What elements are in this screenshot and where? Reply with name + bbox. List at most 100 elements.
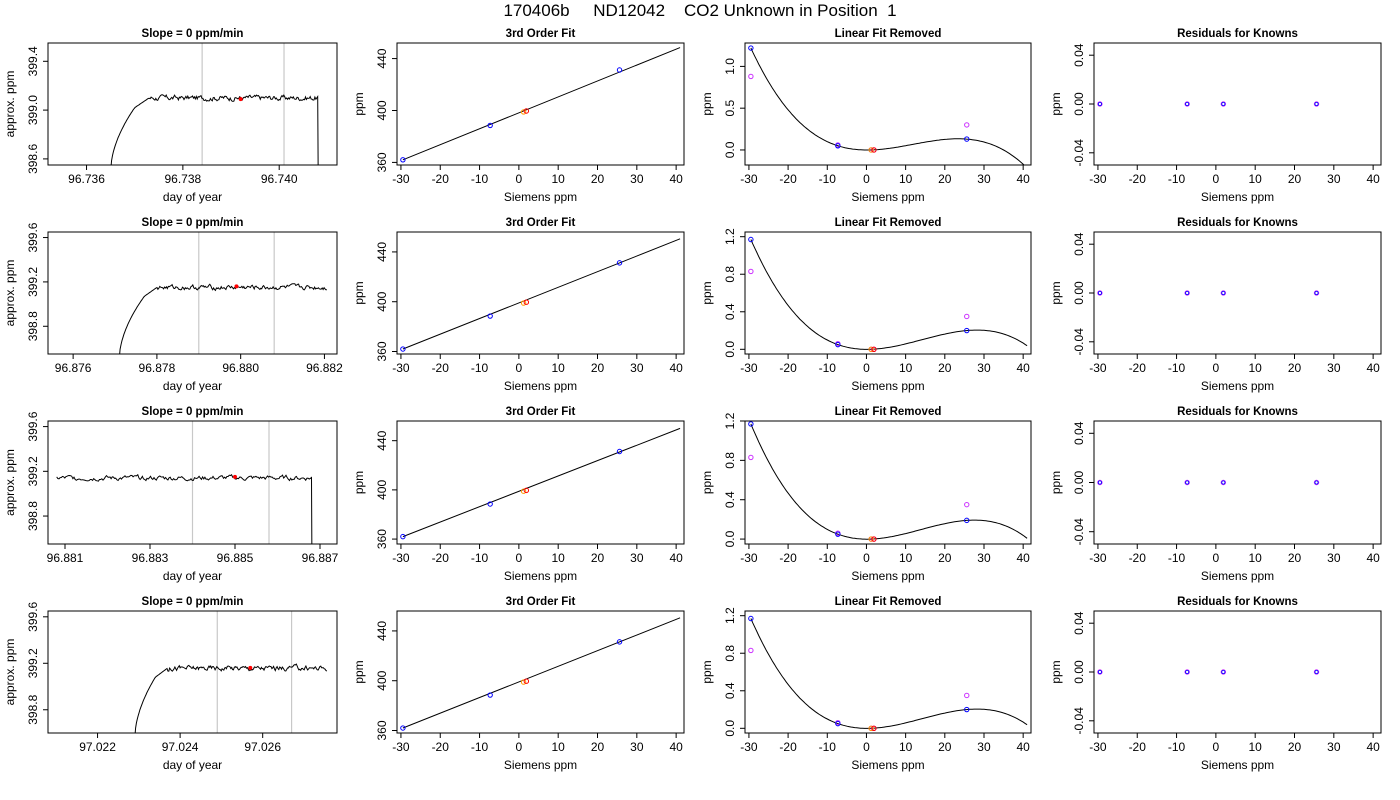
residual-magenta — [1097, 290, 1103, 296]
y-tick-label: 399.4 — [26, 46, 40, 76]
x-tick-label: 20 — [1288, 361, 1302, 375]
plot-frame — [396, 42, 685, 166]
magenta-point — [964, 122, 970, 128]
y-tick-label: 0.4 — [723, 303, 737, 320]
residual-point — [1097, 102, 1102, 107]
plot-frame — [1093, 420, 1382, 545]
x-tick-label: 30 — [630, 740, 644, 754]
residual-magenta — [1184, 479, 1190, 486]
data-point — [748, 45, 754, 51]
data-point — [520, 679, 527, 685]
data-point — [964, 136, 970, 142]
y-tick-label: 0.04 — [1072, 421, 1086, 445]
plot-area — [1097, 669, 1320, 675]
x-tick-label: 96.880 — [222, 361, 259, 375]
x-tick-label: -10 — [819, 551, 837, 565]
data-point — [748, 421, 754, 427]
data-point — [520, 300, 527, 306]
x-tick-label: 96.881 — [47, 551, 84, 565]
fit-curve — [750, 423, 1028, 540]
data-point — [487, 692, 493, 698]
x-tick-label: -10 — [1168, 172, 1186, 186]
panel-3-3: Linear Fit Removed Siemens ppm ppm -30 -20 -1… — [700, 406, 1032, 583]
y-axis-label: ppm — [352, 471, 366, 494]
y-tick-label: 440 — [375, 621, 389, 641]
x-axis-label: Siemens ppm — [504, 758, 577, 772]
y-tick-label: 400 — [375, 480, 389, 500]
y-axis-label: approx. ppm — [3, 449, 17, 516]
y-tick-label: 0.0 — [723, 341, 737, 358]
x-tick-label: 10 — [899, 740, 913, 754]
series-line — [119, 283, 327, 354]
panel-title: Residuals for Knowns — [1177, 217, 1298, 229]
panel-title: Residuals for Knowns — [1177, 406, 1298, 418]
x-tick-label: -10 — [1168, 361, 1186, 375]
x-tick-label: 0 — [863, 740, 870, 754]
panel-title: Slope = 0 ppm/min — [142, 406, 244, 418]
panel-2-4: Residuals for Knowns Siemens ppm ppm -30 -20… — [1049, 217, 1382, 393]
data-point — [868, 346, 874, 353]
x-axis-label: day of year — [163, 758, 222, 772]
x-tick-label: 10 — [1249, 551, 1263, 565]
data-point — [523, 108, 530, 114]
x-tick-label: 40 — [669, 740, 683, 754]
x-tick-label: 40 — [669, 172, 683, 186]
x-tick-label: 30 — [977, 551, 991, 565]
residual-point — [1097, 670, 1102, 675]
plot-area — [400, 617, 681, 731]
panel-4-4: Residuals for Knowns Siemens ppm ppm -30 -20… — [1049, 596, 1382, 772]
series-line — [56, 473, 313, 544]
x-tick-label: -10 — [819, 740, 837, 754]
x-tick-label: 0 — [863, 361, 870, 375]
residual-magenta — [1313, 479, 1320, 486]
x-tick-label: 40 — [1366, 551, 1380, 565]
x-tick-label: -10 — [471, 172, 489, 186]
x-tick-label: 30 — [977, 361, 991, 375]
x-tick-label: -20 — [1129, 551, 1147, 565]
x-tick-label: -20 — [1129, 361, 1147, 375]
x-axis-label: Siemens ppm — [1201, 569, 1274, 583]
x-tick-label: -20 — [432, 361, 450, 375]
sample-point — [234, 284, 239, 289]
x-tick-label: 96.878 — [139, 361, 176, 375]
panel-title: Linear Fit Removed — [835, 28, 942, 40]
y-tick-label: 360 — [375, 529, 389, 549]
fit-line — [402, 238, 681, 350]
y-axis-label: ppm — [700, 471, 714, 494]
sample-point — [238, 97, 243, 102]
x-tick-label: 20 — [591, 172, 605, 186]
y-axis-label: ppm — [1049, 281, 1063, 304]
x-tick-label: -20 — [432, 551, 450, 565]
x-tick-label: -10 — [471, 361, 489, 375]
data-point — [871, 147, 877, 153]
x-tick-label: 97.022 — [79, 740, 116, 754]
residual-point — [1185, 290, 1190, 295]
data-point — [964, 706, 970, 713]
x-axis-label: day of year — [163, 190, 222, 204]
plot-frame — [396, 231, 685, 355]
x-tick-label: 0 — [516, 551, 523, 565]
x-tick-label: 40 — [669, 551, 683, 565]
x-tick-label: 0 — [1213, 551, 1220, 565]
residual-point — [1314, 290, 1319, 295]
y-tick-label: 0.8 — [723, 266, 737, 283]
x-tick-label: 20 — [1288, 172, 1302, 186]
x-tick-label: 96.876 — [55, 361, 92, 375]
x-tick-label: 10 — [1249, 361, 1263, 375]
y-axis-label: ppm — [700, 660, 714, 683]
x-tick-label: 20 — [591, 740, 605, 754]
magenta-point — [748, 647, 754, 654]
magenta-point — [964, 501, 970, 508]
x-axis-label: Siemens ppm — [504, 569, 577, 583]
data-point — [487, 122, 493, 129]
x-axis-label: Siemens ppm — [1201, 190, 1274, 204]
residual-point — [1221, 290, 1226, 295]
x-tick-label: 96.883 — [132, 551, 169, 565]
x-axis-label: day of year — [163, 379, 222, 393]
y-tick-label: 1.2 — [723, 607, 737, 624]
plot-area — [119, 232, 327, 354]
panel-4-1: Slope = 0 ppm/min day of year approx. ppm 9… — [3, 596, 338, 772]
data-point — [400, 725, 406, 731]
data-point — [523, 299, 530, 305]
x-tick-label: -10 — [1168, 740, 1186, 754]
